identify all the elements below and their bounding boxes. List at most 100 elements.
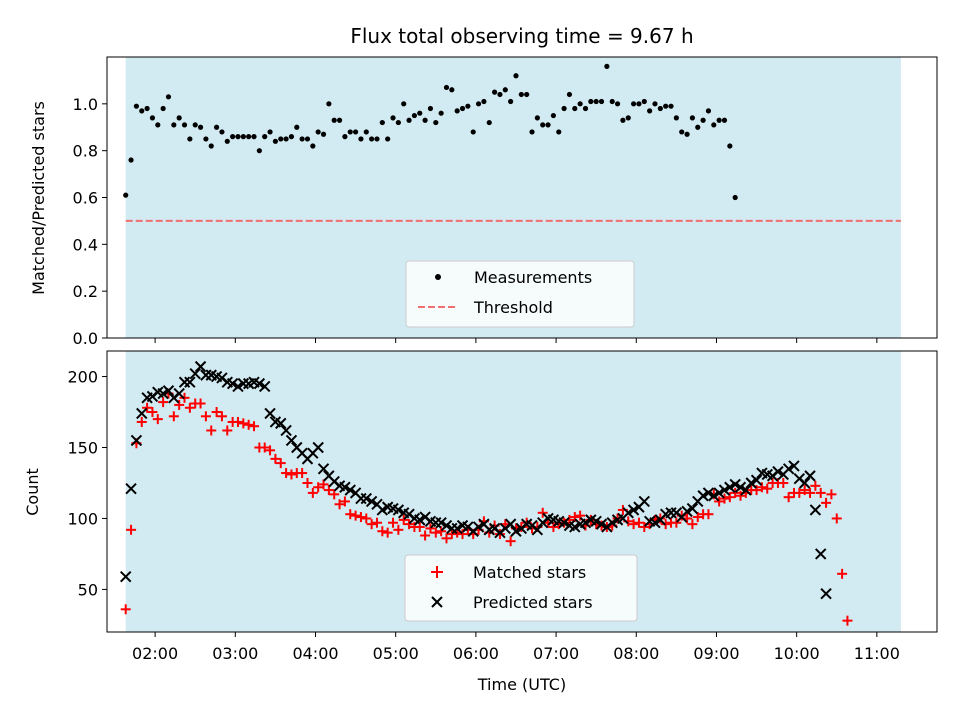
measurement-point: [358, 136, 364, 142]
matched-star-point: [730, 487, 741, 498]
measurement-point: [481, 98, 487, 105]
count-legend: Matched stars Predicted stars: [404, 554, 638, 622]
matched-star-point: [692, 512, 703, 523]
predicted-star-point: [745, 477, 757, 489]
matched-star-point: [249, 421, 260, 432]
measurement-point: [711, 122, 717, 128]
predicted-star-point: [344, 484, 356, 496]
matched-star-point: [671, 517, 682, 528]
measurement-points: [123, 63, 738, 201]
predicted-star-point: [232, 380, 244, 393]
matched-star-point: [281, 468, 292, 479]
measurement-point: [492, 89, 498, 95]
matched-star-point: [270, 453, 281, 464]
x-tick-label: 11:00: [854, 644, 900, 663]
measurement-point: [540, 122, 546, 128]
predicted-star-point: [798, 477, 811, 489]
matched-star-point: [136, 416, 147, 427]
x-tick-label: 04:00: [292, 644, 338, 663]
matched-star-point: [361, 513, 372, 524]
measurement-point: [310, 143, 316, 149]
matched-star-point: [404, 519, 415, 530]
matched-star-point: [794, 487, 805, 498]
matched-star-point: [842, 615, 853, 626]
predicted-star-point: [194, 360, 207, 373]
ratio-y-tick-label: 0.8: [73, 142, 98, 161]
predicted-star-point: [815, 548, 827, 560]
measurement-point: [331, 117, 337, 123]
predicted-star-point: [280, 424, 292, 437]
matched-star-point: [751, 485, 762, 496]
count-y-tick-label: 150: [67, 439, 98, 458]
matched-star-point: [142, 402, 153, 413]
matched-star-point: [457, 529, 468, 540]
matched-star-point: [837, 568, 848, 579]
matched-star-point: [232, 416, 243, 427]
count-y-ticks: 50 100 150 200: [67, 368, 107, 599]
measurement-point: [438, 110, 444, 116]
matched-star-point: [355, 512, 366, 523]
predicted-star-point: [622, 507, 634, 519]
matched-star-point: [382, 527, 393, 538]
measurement-point: [246, 134, 252, 140]
matched-star-point: [799, 485, 810, 496]
matched-star-point: [639, 521, 650, 532]
matched-star-point: [158, 397, 169, 408]
matched-star-point: [297, 468, 308, 479]
predicted-star-point: [264, 407, 276, 420]
measurement-point: [288, 134, 295, 140]
matched-star-point: [329, 489, 340, 500]
matched-star-point: [420, 530, 431, 541]
predicted-star-point: [435, 517, 447, 529]
legend-measurements-label: Measurements: [474, 268, 592, 287]
predicted-star-point: [638, 495, 651, 508]
predicted-star-point: [120, 570, 132, 583]
matched-star-point: [537, 507, 548, 518]
matched-star-point: [243, 419, 254, 430]
predicted-star-point: [734, 481, 747, 493]
legend-threshold-label: Threshold: [473, 298, 553, 317]
matched-star-point: [821, 497, 832, 508]
predicted-star-point: [157, 387, 169, 400]
predicted-star-point: [189, 367, 201, 380]
predicted-star-point: [708, 490, 720, 502]
measurement-point: [374, 136, 380, 142]
measurement-point: [230, 134, 236, 140]
measurement-point: [508, 98, 514, 105]
matched-star-point: [831, 513, 842, 524]
measurement-point: [534, 115, 540, 121]
measurement-point: [497, 91, 503, 98]
matched-star-point: [377, 526, 388, 537]
measurement-point: [427, 105, 434, 112]
matched-star-point: [393, 524, 404, 535]
measurement-point: [369, 136, 375, 142]
legend-matched-marker: [431, 566, 443, 578]
predicted-star-point: [558, 517, 570, 529]
count-y-tick-label: 100: [67, 509, 98, 528]
predicted-star-point: [804, 470, 816, 482]
measurement-point: [598, 98, 605, 105]
matched-star-point: [505, 536, 516, 547]
x-tick-label: 03:00: [212, 644, 258, 663]
measurement-point: [513, 73, 519, 79]
predicted-star-point: [788, 460, 800, 472]
measurement-point: [566, 91, 573, 98]
matched-star-point: [222, 425, 233, 436]
measurement-point: [363, 129, 369, 135]
matched-star-point: [339, 496, 350, 507]
predicted-star-point: [451, 522, 463, 535]
count-panel-frame: [106, 350, 938, 633]
measurement-point: [278, 136, 284, 142]
count-y-tick-label: 200: [67, 368, 98, 387]
measurement-point: [406, 117, 412, 123]
matched-star-point: [168, 411, 179, 422]
predicted-star-point: [253, 377, 266, 390]
predicted-star-point: [820, 587, 832, 600]
ratio-y-axis-label: Matched/Predicted stars: [29, 101, 48, 295]
matched-star-point: [414, 521, 425, 532]
measurement-point: [732, 194, 738, 201]
matched-star-point: [548, 521, 559, 532]
legend-measurements-marker: [435, 274, 441, 280]
measurement-point: [294, 124, 300, 130]
predicted-star-point: [259, 380, 271, 393]
